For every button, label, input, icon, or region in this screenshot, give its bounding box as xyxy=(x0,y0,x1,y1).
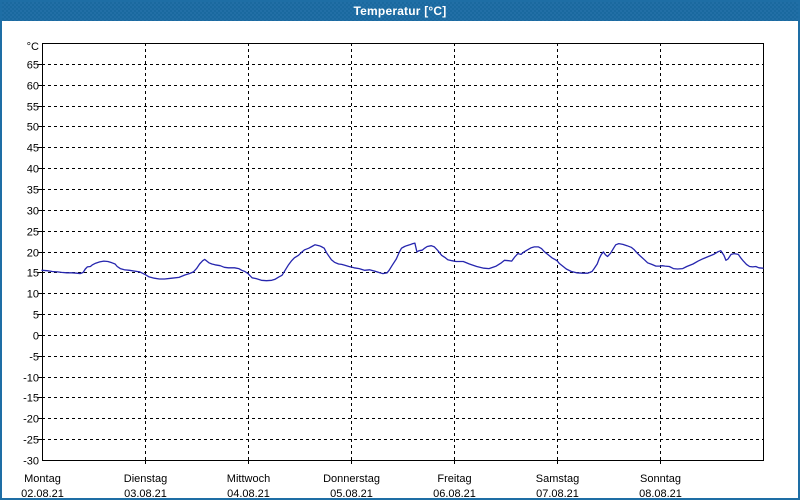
y-tick-label: 55 xyxy=(27,102,39,114)
x-weekday-label: Donnerstag xyxy=(323,473,380,485)
y-tick-label: 45 xyxy=(27,143,39,155)
y-tick-label: -30 xyxy=(23,456,39,468)
y-tick-label: 15 xyxy=(27,268,39,280)
temperature-series-line xyxy=(41,242,764,282)
x-date-label: 05.08.21 xyxy=(330,488,373,498)
y-tick-label: 25 xyxy=(27,227,39,239)
x-weekday-label: Dienstag xyxy=(124,473,167,485)
y-tick-label: 35 xyxy=(27,185,39,197)
y-axis-unit-label: °C xyxy=(27,41,39,53)
x-weekday-label: Mittwoch xyxy=(227,473,270,485)
y-tick-label: 20 xyxy=(27,248,39,260)
y-tick-label: 65 xyxy=(27,60,39,72)
axis-labels: 65605550454035302520151050-5-10-15-20-25… xyxy=(21,41,682,500)
title-bar: Temperatur [°C] xyxy=(2,2,798,21)
x-date-label: 08.08.21 xyxy=(639,488,682,498)
y-tick-label: 5 xyxy=(33,310,39,322)
x-weekday-label: Freitag xyxy=(437,473,471,485)
y-tick-label: -5 xyxy=(29,352,39,364)
x-weekday-label: Montag xyxy=(24,473,61,485)
y-tick-label: 50 xyxy=(27,122,39,134)
x-date-label: 02.08.21 xyxy=(21,488,64,498)
y-tick-label: -25 xyxy=(23,435,39,447)
window-title: Temperatur [°C] xyxy=(353,4,447,18)
y-tick-label: 0 xyxy=(33,331,39,343)
x-date-label: 03.08.21 xyxy=(124,488,167,498)
temperature-chart: 65605550454035302520151050-5-10-15-20-25… xyxy=(21,41,764,500)
y-tick-label: -15 xyxy=(23,393,39,405)
grid-lines xyxy=(42,43,763,460)
x-date-label: 04.08.21 xyxy=(227,488,270,498)
axis-ticks xyxy=(38,64,661,464)
x-date-label: 06.08.21 xyxy=(433,488,476,498)
y-tick-label: -10 xyxy=(23,373,39,385)
y-tick-label: 60 xyxy=(27,81,39,93)
x-date-label: 07.08.21 xyxy=(536,488,579,498)
y-tick-label: 30 xyxy=(27,206,39,218)
plot-frame xyxy=(42,43,764,461)
y-tick-label: -20 xyxy=(23,414,39,426)
y-tick-label: 10 xyxy=(27,289,39,301)
chart-area: 65 60 55 50 45 40 35 30 25 20 15 10 5 0 -5 -10 -15 -20 -25… xyxy=(2,21,798,500)
y-tick-label: 40 xyxy=(27,164,39,176)
x-weekday-label: Samstag xyxy=(536,473,579,485)
x-weekday-label: Sonntag xyxy=(640,473,681,485)
